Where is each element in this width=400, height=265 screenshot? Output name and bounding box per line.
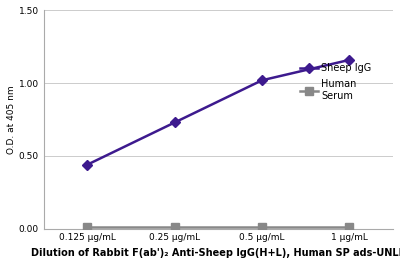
Human
Serum — [347, 226, 352, 229]
Sheep IgG — [347, 58, 352, 61]
Human
Serum — [85, 226, 90, 229]
Sheep IgG — [85, 163, 90, 166]
Line: Human
Serum: Human Serum — [84, 223, 353, 231]
X-axis label: Dilution of Rabbit F(ab')₂ Anti-Sheep IgG(H+L), Human SP ads-UNLB: Dilution of Rabbit F(ab')₂ Anti-Sheep Ig… — [31, 248, 400, 258]
Line: Sheep IgG: Sheep IgG — [84, 56, 353, 169]
Sheep IgG — [172, 121, 177, 124]
Human
Serum — [172, 226, 177, 229]
Legend: Sheep IgG, Human
Serum: Sheep IgG, Human Serum — [300, 63, 372, 101]
Y-axis label: O.D. at 405 nm: O.D. at 405 nm — [7, 85, 16, 154]
Sheep IgG — [260, 79, 264, 82]
Human
Serum — [260, 226, 264, 229]
